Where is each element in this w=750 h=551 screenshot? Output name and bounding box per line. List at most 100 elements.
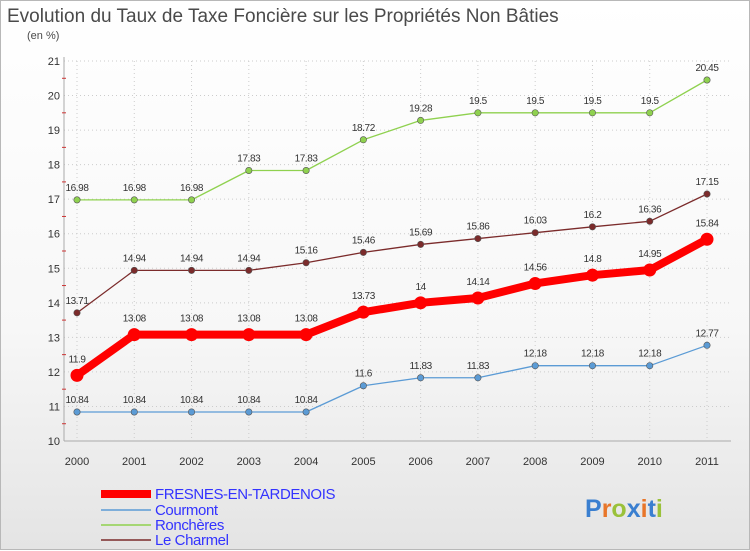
data-label: 14.94: [123, 253, 147, 264]
data-point: [646, 109, 654, 117]
y-tick-label: 16: [48, 229, 60, 241]
data-point: [588, 362, 596, 370]
data-point: [585, 268, 599, 282]
y-tick-label: 15: [48, 263, 60, 275]
series-fresnes-en-tardenois: 11.9 13.08 13.08 13.08 13.08 13.73 14 14.14 14.5…: [68, 218, 720, 382]
data-label: 18.72: [352, 123, 376, 134]
x-tick-label: 2008: [523, 456, 547, 468]
data-point: [528, 276, 542, 290]
data-point: [188, 196, 196, 204]
legend-label: Ronchères: [155, 517, 224, 534]
data-point: [417, 116, 425, 124]
data-point: [703, 190, 711, 198]
x-tick-label: 2011: [695, 456, 719, 468]
data-point: [302, 408, 310, 416]
data-point: [302, 167, 310, 175]
data-point: [474, 109, 482, 117]
x-tick-label: 2000: [65, 456, 89, 468]
data-label: 17.83: [295, 154, 319, 165]
series-courmont: 10.84 10.84 10.84 10.84 10.84 11.6 11.83 11.83 1…: [65, 328, 720, 416]
brand-letter: o: [611, 495, 626, 523]
data-point: [245, 266, 253, 274]
brand-letter: P: [585, 495, 602, 523]
data-label: 15.16: [295, 246, 319, 257]
data-point: [130, 408, 138, 416]
data-label: 12.18: [524, 349, 548, 360]
data-label: 14.94: [237, 253, 261, 264]
data-label: 20.45: [695, 63, 719, 74]
data-label: 15.46: [352, 235, 376, 246]
data-point: [130, 196, 138, 204]
data-label: 14: [415, 282, 426, 293]
legend: FRESNES-EN-TARDENOISCourmontRonchèresLe …: [101, 486, 336, 549]
x-tick-label: 2009: [580, 456, 604, 468]
y-tick-label: 11: [49, 401, 60, 413]
data-point: [646, 217, 654, 225]
data-point: [299, 328, 313, 342]
x-tick-label: 2010: [637, 456, 661, 468]
data-point: [359, 382, 367, 390]
x-tick-label: 2002: [179, 456, 203, 468]
data-label: 16.36: [638, 204, 662, 215]
data-point: [245, 408, 253, 416]
data-point: [302, 259, 310, 267]
data-label: 11.6: [355, 369, 373, 380]
data-point: [188, 266, 196, 274]
data-label: 14.56: [524, 262, 548, 273]
series-line: [77, 344, 708, 413]
series-line: [74, 235, 709, 379]
legend-label: Le Charmel: [155, 532, 229, 549]
brand-letter: r: [602, 495, 612, 523]
data-point: [531, 109, 539, 117]
data-point: [359, 136, 367, 144]
data-point: [356, 305, 370, 319]
data-label: 19.28: [409, 103, 433, 114]
data-label: 13.08: [180, 314, 204, 325]
data-label: 14.94: [180, 253, 204, 264]
legend-label: Courmont: [155, 502, 219, 519]
brand-letter: i: [641, 495, 648, 523]
data-point: [359, 248, 367, 256]
x-tick-label: 2003: [237, 456, 261, 468]
legend-label: FRESNES-EN-TARDENOIS: [155, 486, 335, 503]
data-label: 16.2: [584, 210, 603, 221]
data-label: 16.98: [180, 183, 204, 194]
data-point: [471, 291, 485, 305]
y-tick-label: 19: [48, 125, 60, 137]
data-point: [531, 362, 539, 370]
y-tick-label: 18: [48, 160, 60, 172]
data-label: 14.8: [584, 254, 603, 265]
data-point: [417, 374, 425, 382]
data-label: 11.83: [467, 361, 490, 372]
data-label: 15.86: [466, 222, 490, 233]
data-point: [73, 309, 81, 317]
data-label: 13.71: [65, 296, 89, 307]
data-point: [474, 235, 482, 243]
data-label: 19.5: [526, 96, 545, 107]
x-tick-label: 2006: [408, 456, 432, 468]
x-tick-label: 2005: [351, 456, 375, 468]
data-label: 12.18: [638, 349, 662, 360]
data-label: 10.84: [237, 395, 261, 406]
data-point: [245, 167, 253, 175]
data-label: 15.69: [409, 227, 433, 238]
brand-letter: t: [648, 495, 657, 523]
y-tick-label: 14: [48, 298, 60, 310]
data-label: 15.84: [695, 218, 719, 229]
data-label: 16.03: [524, 216, 548, 227]
y-tick-label: 12: [48, 367, 60, 379]
data-label: 16.98: [65, 183, 89, 194]
data-label: 14.95: [638, 249, 662, 260]
data-point: [242, 328, 256, 342]
data-label: 12.18: [581, 349, 605, 360]
unit-label: (en %): [27, 30, 60, 42]
series-le-charmel: 13.71 14.94 14.94 14.94 15.16 15.46 15.69 15.86…: [65, 177, 720, 317]
data-label: 10.84: [295, 395, 319, 406]
data-point: [643, 263, 657, 277]
data-point: [703, 341, 711, 349]
data-point: [531, 229, 539, 237]
data-point: [185, 328, 199, 342]
data-point: [700, 232, 714, 246]
data-label: 12.77: [695, 328, 719, 339]
